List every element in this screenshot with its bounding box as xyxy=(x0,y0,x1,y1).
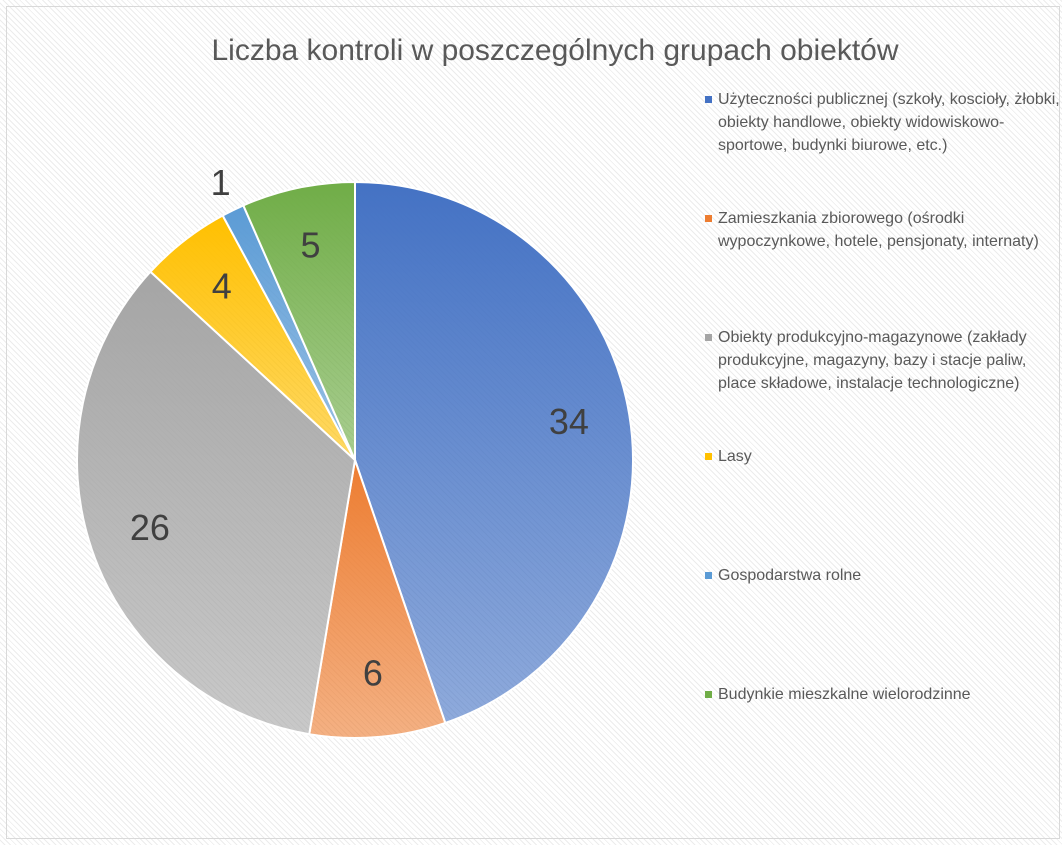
legend-item: Lasy xyxy=(705,445,1062,468)
data-label: 5 xyxy=(300,224,320,265)
legend-swatch xyxy=(705,453,712,460)
pie-slice xyxy=(354,180,634,725)
legend-swatch xyxy=(705,215,712,222)
legend-swatch xyxy=(705,572,712,579)
data-label: 6 xyxy=(363,653,383,694)
chart-frame xyxy=(6,6,1060,839)
legend-label: Zamieszkania zbiorowego (ośrodki wypoczy… xyxy=(718,210,1039,250)
legend-item: Budynkie mieszkalne wielorodzinne xyxy=(705,683,1062,706)
data-label: 1 xyxy=(211,162,231,203)
legend-label: Budynkie mieszkalne wielorodzinne xyxy=(718,686,971,703)
legend-label: Obiekty produkcyjno-magazynowe (zakłady … xyxy=(718,329,1027,392)
legend-swatch xyxy=(705,334,712,341)
data-label: 4 xyxy=(212,265,232,306)
pie-slice xyxy=(242,180,356,461)
data-label: 34 xyxy=(549,401,589,442)
legend-label: Lasy xyxy=(718,448,752,465)
legend-swatch xyxy=(705,96,712,103)
pie-slice xyxy=(76,270,357,736)
legend-label: Gospodarstwa rolne xyxy=(718,567,862,584)
chart-title: Liczba kontroli w poszczególnych grupach… xyxy=(211,34,898,67)
legend-item: Zamieszkania zbiorowego (ośrodki wypoczy… xyxy=(705,207,1062,253)
legend-item: Obiekty produkcyjno-magazynowe (zakłady … xyxy=(705,326,1062,395)
legend-swatch xyxy=(705,691,712,698)
data-label: 26 xyxy=(130,507,170,548)
pie-slice xyxy=(308,459,447,739)
legend-label: Użyteczności publicznej (szkoły, koscioł… xyxy=(718,91,1060,154)
legend-item: Gospodarstwa rolne xyxy=(705,564,1062,587)
legend-item: Użyteczności publicznej (szkoły, koscioł… xyxy=(705,88,1062,157)
